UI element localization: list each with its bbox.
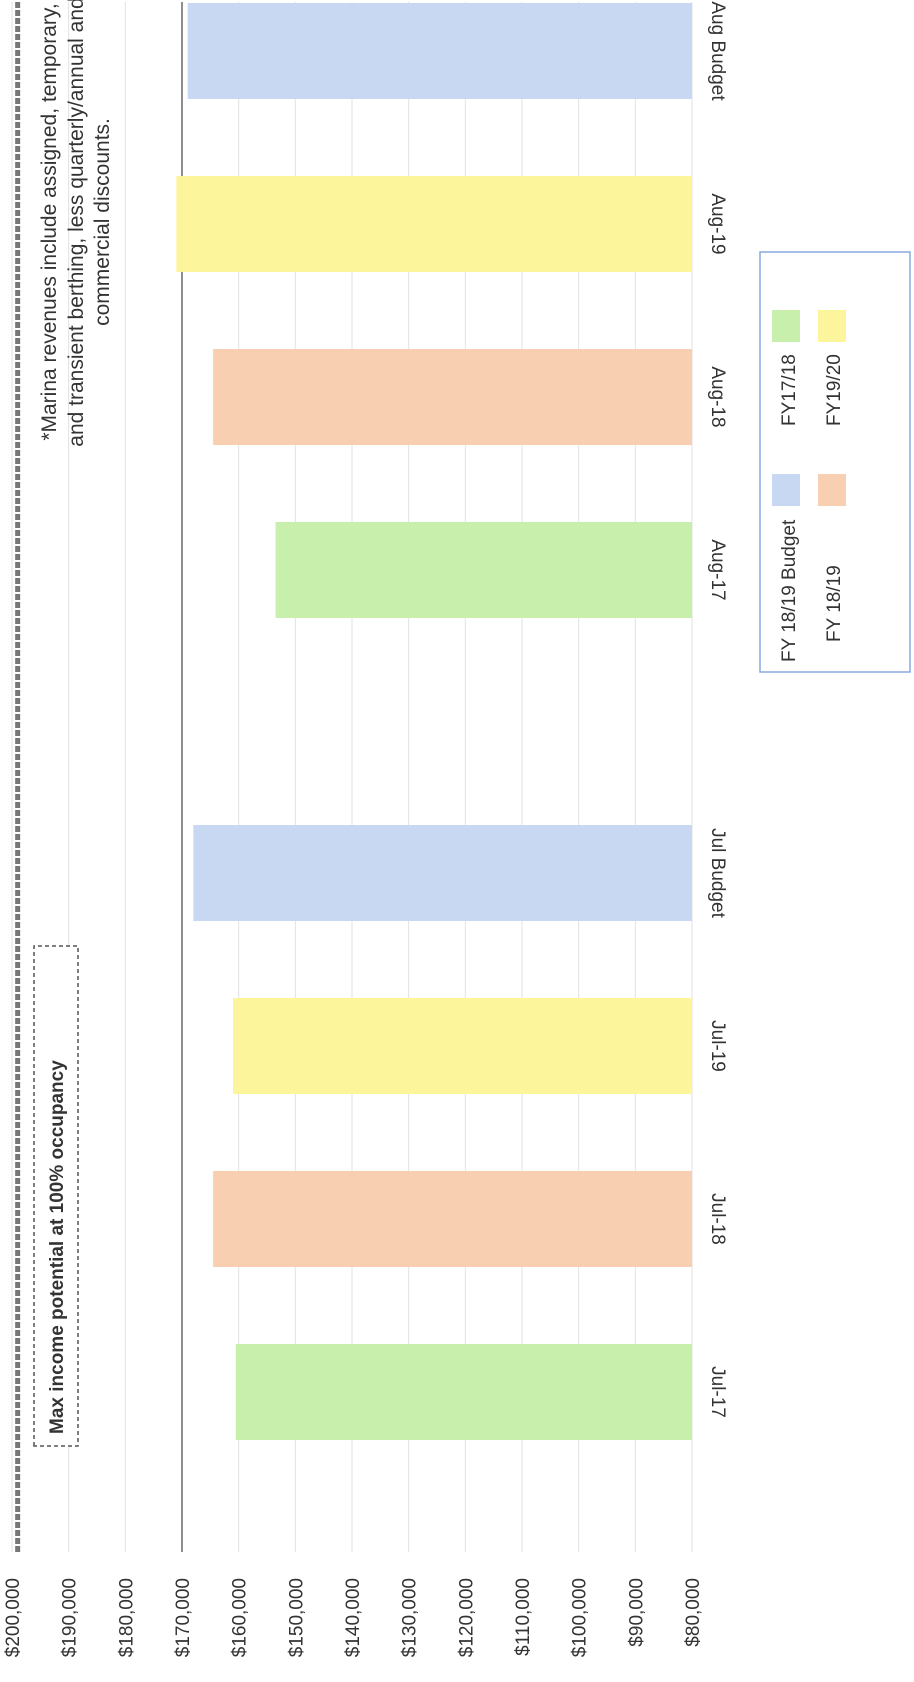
- x-category-label: Jul Budget: [707, 828, 728, 919]
- y-tick-label: $90,000: [626, 1578, 647, 1647]
- bar-jul-budget: [193, 825, 692, 921]
- y-tick-label: $160,000: [230, 1578, 251, 1657]
- x-category-label: Aug-18: [707, 366, 728, 427]
- legend-label-fy1819: FY 18/19: [824, 565, 845, 642]
- bar-aug-19: [176, 176, 693, 272]
- legend-swatch-fy1920: [818, 310, 846, 342]
- y-tick-label: $140,000: [343, 1578, 364, 1657]
- max-income-label: Max income potential at 100% occupancy: [47, 1060, 68, 1434]
- bar-aug-budget: [187, 3, 693, 99]
- legend-swatch-fy1718: [772, 310, 800, 342]
- note-line-2: and transient berthing, less quarterly/a…: [65, 0, 88, 447]
- y-tick-label: $120,000: [456, 1578, 477, 1657]
- revenue-note: *Marina revenues include assigned, tempo…: [38, 0, 114, 447]
- legend-label-fy1920: FY19/20: [824, 354, 845, 426]
- bars: [176, 3, 693, 1440]
- y-tick-label: $110,000: [513, 1578, 534, 1656]
- y-tick-label: $100,000: [570, 1578, 591, 1657]
- note-line-3: commercial discounts.: [91, 118, 114, 326]
- legend-label-fy1718: FY17/18: [779, 354, 800, 426]
- legend: FY 18/19 Budget FY17/18 FY 18/19 FY19/20: [759, 251, 911, 673]
- x-category-label: Aug Budget: [707, 1, 728, 101]
- max-income-annotation: Max income potential at 100% occupancy: [33, 945, 79, 1447]
- bar-jul-18: [213, 1171, 693, 1267]
- legend-swatch-fy1819-budget: [772, 474, 800, 506]
- y-tick-label: $200,000: [3, 1578, 24, 1657]
- x-category-label: Jul-19: [707, 1020, 728, 1072]
- y-axis-ticks: $80,000 $90,000 $100,000 $110,000 $120,000 $1…: [3, 1578, 704, 1657]
- note-line-1: *Marina revenues include assigned, tempo…: [38, 3, 61, 440]
- bar-jul-19: [233, 998, 692, 1094]
- x-category-label: Aug-19: [707, 193, 728, 254]
- y-tick-label: $190,000: [60, 1578, 81, 1657]
- x-category-label: Jul-17: [707, 1366, 728, 1418]
- y-tick-label: $150,000: [286, 1578, 307, 1657]
- bar-aug-17: [275, 522, 692, 618]
- x-axis-labels: Jul-17 Jul-18 Jul-19 Jul Budget Aug-17 Aug-18…: [707, 1, 728, 1418]
- bar-jul-17: [235, 1344, 692, 1440]
- x-category-label: Jul-18: [707, 1193, 728, 1245]
- y-tick-label: $80,000: [683, 1578, 704, 1647]
- bar-aug-18: [213, 349, 693, 445]
- x-category-label: Aug-17: [707, 539, 728, 600]
- y-tick-label: $180,000: [116, 1578, 137, 1657]
- legend-swatch-fy1819: [818, 474, 846, 506]
- y-tick-label: $170,000: [173, 1578, 194, 1657]
- legend-label-fy1819-budget: FY 18/19 Budget: [779, 519, 800, 662]
- y-tick-label: $130,000: [400, 1578, 421, 1657]
